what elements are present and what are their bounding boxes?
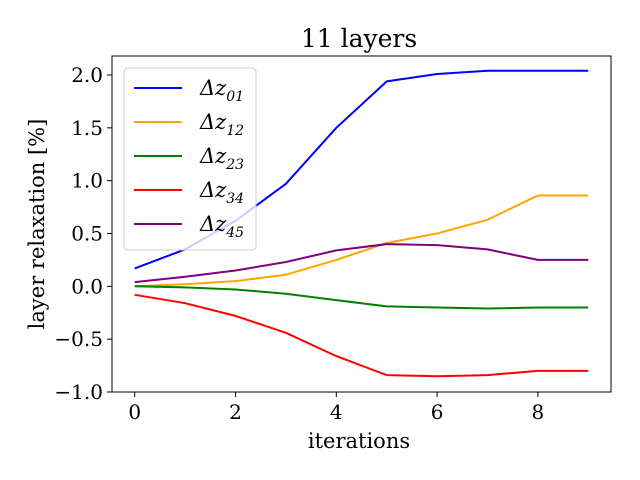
y-tick-label: 0.5 <box>71 222 103 246</box>
y-tick-label: 0.0 <box>71 274 103 298</box>
y-tick-label: −1.0 <box>54 380 103 404</box>
legend-label-34: Δz34 <box>199 178 244 207</box>
series-line-12 <box>134 194 589 288</box>
x-tick-label: 4 <box>330 400 343 424</box>
y-axis-label: layer relaxation [%] <box>25 119 49 330</box>
legend-box <box>123 67 257 251</box>
series-line-34 <box>134 293 589 378</box>
legend-label-01: Δz01 <box>199 76 244 105</box>
series-line-45 <box>134 243 589 284</box>
legend-label-23: Δz23 <box>199 144 244 173</box>
chart-title: 11 layers <box>301 24 417 53</box>
y-tick-label: −0.5 <box>54 327 103 351</box>
series-line-23 <box>134 285 589 310</box>
x-tick-label: 0 <box>128 400 141 424</box>
x-axis-label: iterations <box>308 429 410 453</box>
y-tick-label: 1.0 <box>71 169 103 193</box>
plot-area: 0 2 4 6 8 −1.0 −0.5 0.0 0.5 1.0 1.5 2.0 Δz01 Δz12 Δz23… <box>54 55 612 424</box>
legend-label-45: Δz45 <box>199 212 244 241</box>
axes-frame <box>111 55 612 393</box>
legend-label-12: Δz12 <box>199 110 244 139</box>
x-tick-label: 8 <box>532 400 545 424</box>
x-tick-label: 6 <box>431 400 444 424</box>
y-tick-label: 2.0 <box>71 63 103 87</box>
y-tick-label: 1.5 <box>71 116 103 140</box>
x-tick-label: 2 <box>229 400 242 424</box>
